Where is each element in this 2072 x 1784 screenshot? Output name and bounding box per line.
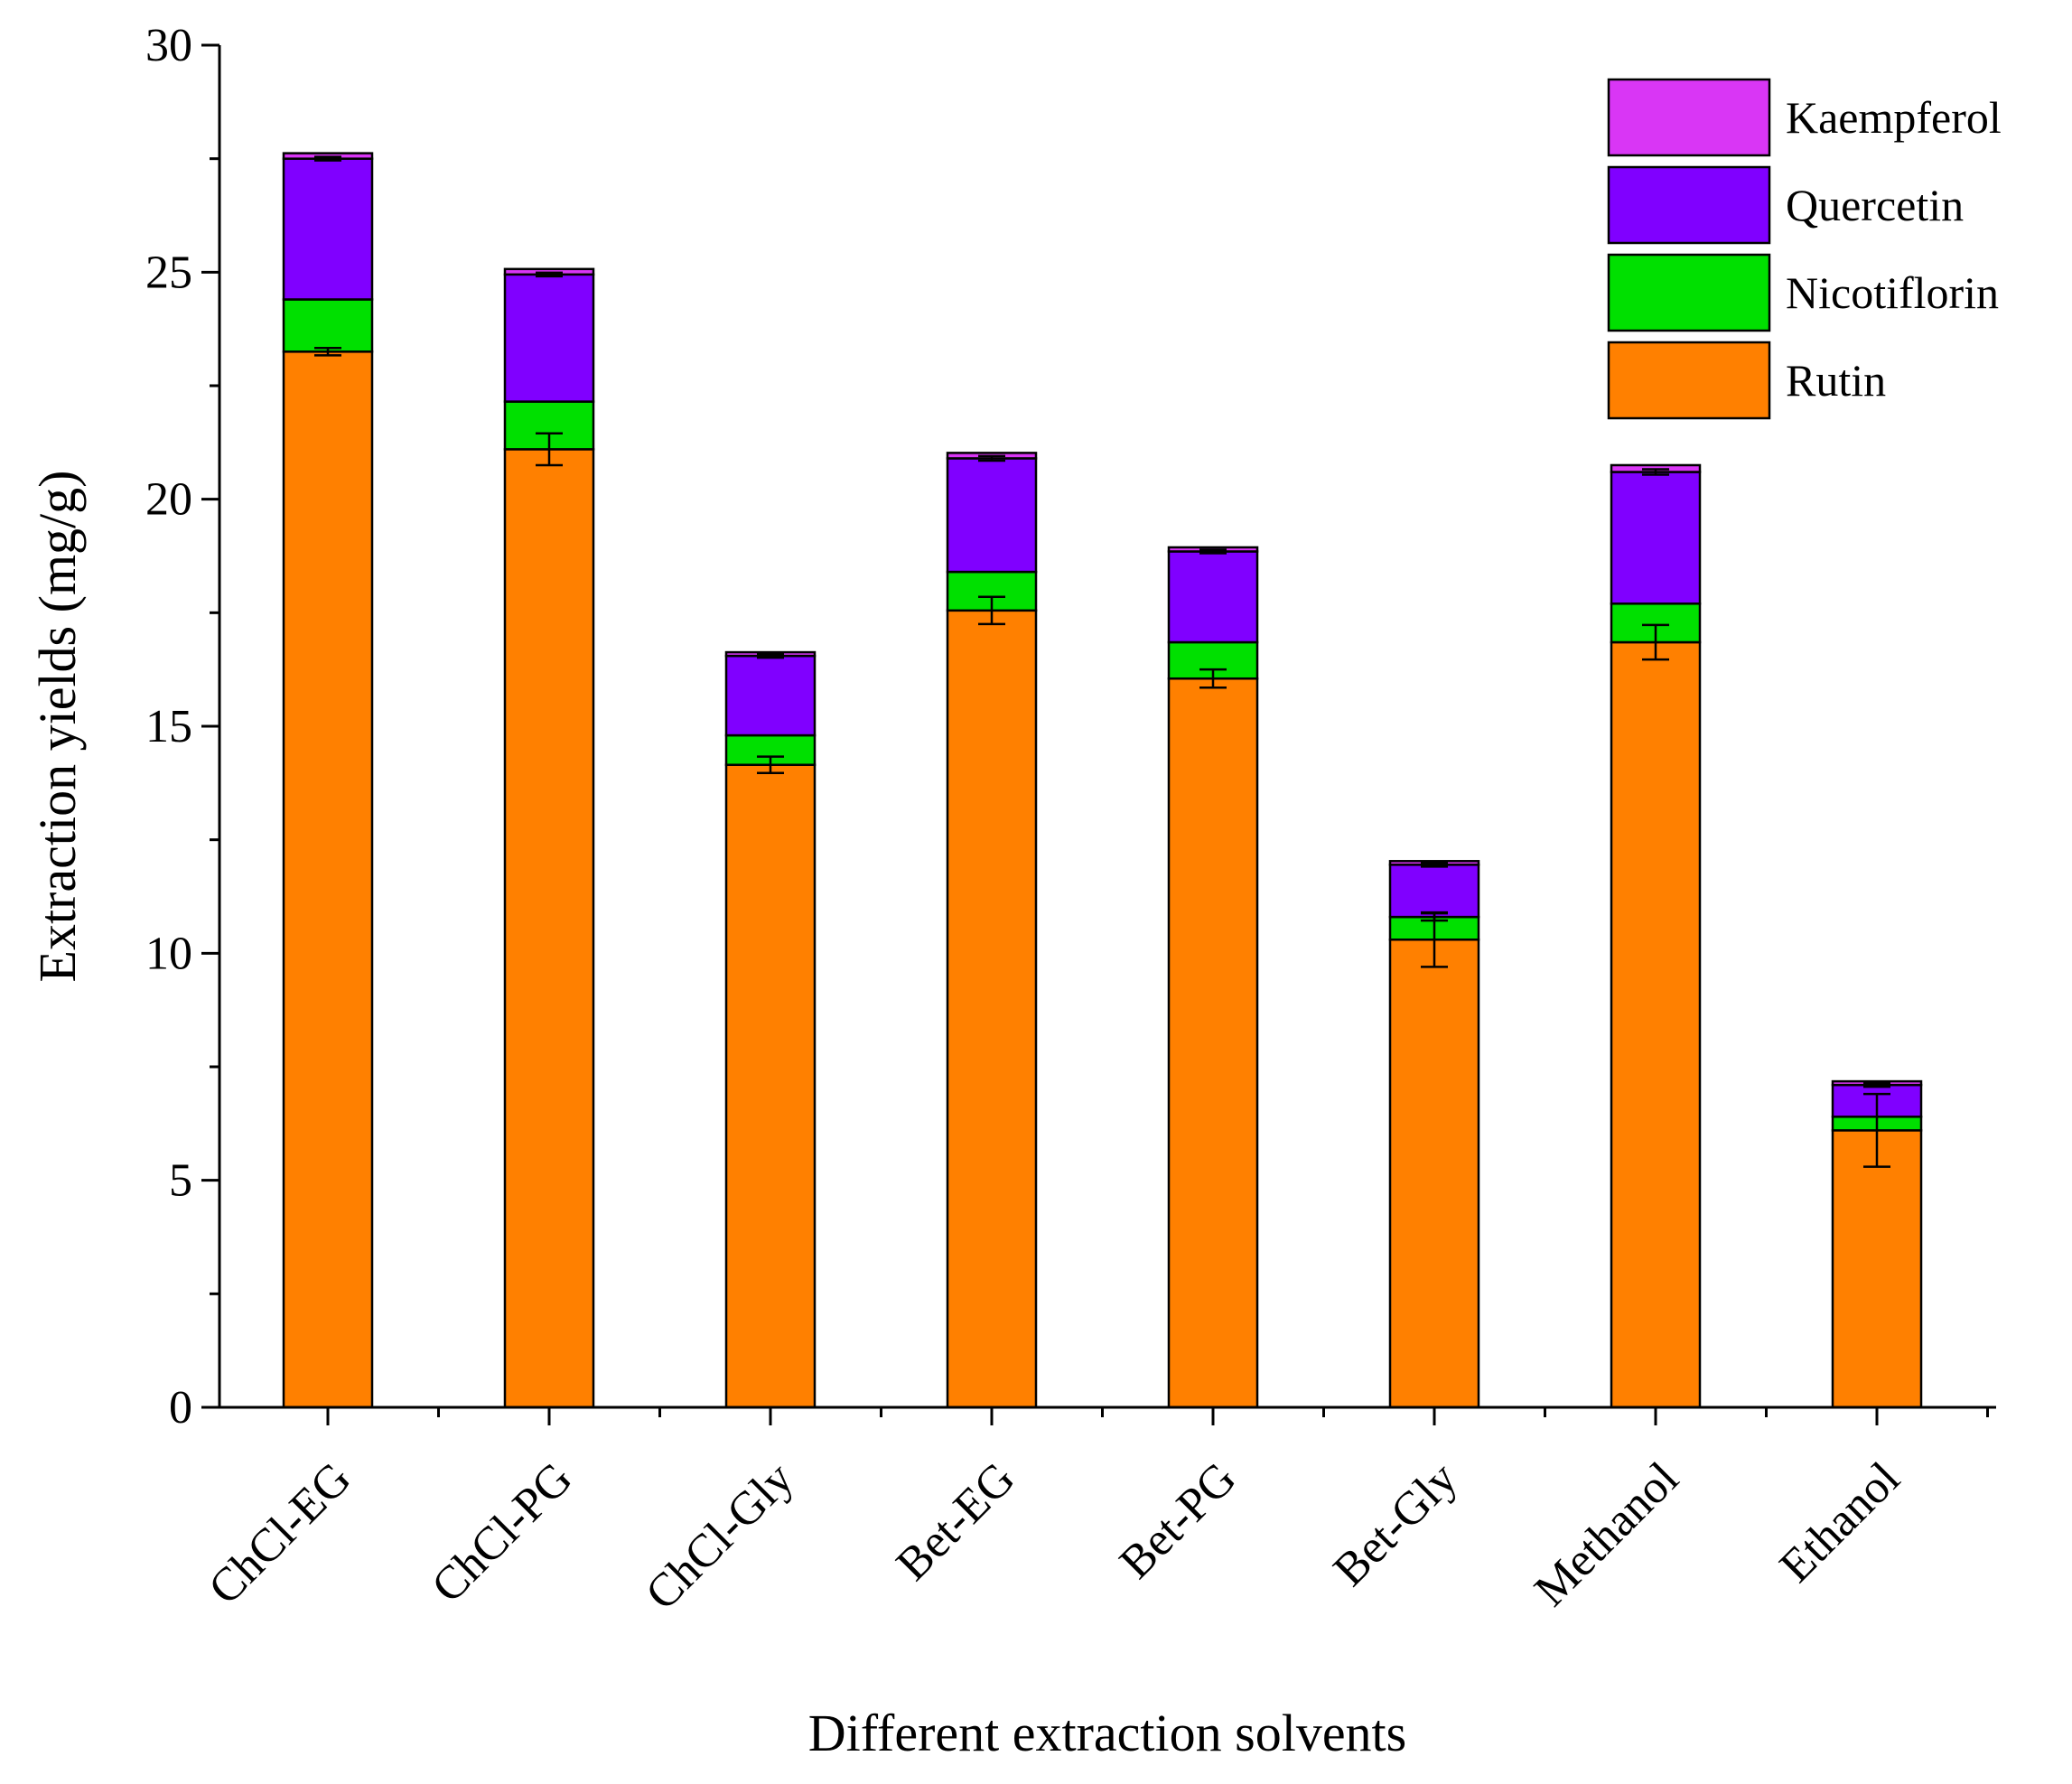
legend-item-nicotiflorin: Nicotiflorin [1607,253,1999,332]
error-bar-bet-gly-quercetin [1421,862,1448,868]
error-bar-bet-gly-nicotiflorin [1421,911,1448,922]
y-tick-label-5: 5 [169,1155,192,1207]
bar-chcl-eg-rutin [282,350,374,1409]
y-tick-label-10: 10 [145,928,192,979]
error-bar-chcl-gly-quercetin [757,652,784,659]
bar-chcl-gly-quercetin [724,654,817,737]
x-tick-label-chcl-gly: ChCl-Gly [636,1452,803,1620]
x-tick-label-bet-pg: Bet-PG [1110,1452,1246,1589]
error-bar-methanol-quercetin [1642,468,1669,476]
bar-chcl-eg-quercetin [282,157,374,301]
y-tick-label-25: 25 [145,247,192,298]
bar-bet-gly-quercetin [1388,864,1480,919]
legend-label-kaempferol: Kaempferol [1786,92,2002,143]
error-bar-chcl-pg-rutin [536,432,563,467]
bar-bet-gly-rutin [1388,939,1480,1409]
error-bar-bet-eg-quercetin [978,454,1005,462]
error-bar-chcl-eg-quercetin [314,155,341,162]
error-bar-chcl-pg-quercetin [536,271,563,278]
legend-label-quercetin: Quercetin [1786,180,1964,230]
y-tick-label-30: 30 [145,20,192,71]
error-bar-bet-pg-quercetin [1199,548,1227,555]
error-bar-chcl-gly-rutin [757,755,784,775]
legend-swatch-nicotiflorin [1607,253,1771,332]
bar-bet-pg-rutin [1167,677,1259,1409]
x-tick-label-bet-eg: Bet-EG [887,1452,1025,1591]
bar-chcl-pg-quercetin [503,273,595,403]
legend-label-nicotiflorin: Nicotiflorin [1786,267,1999,318]
y-tick-label-0: 0 [169,1382,192,1434]
bar-bet-eg-quercetin [946,457,1038,574]
bar-bet-eg-rutin [946,609,1038,1409]
error-bar-chcl-eg-rutin [314,347,341,357]
bar-chcl-eg-nicotiflorin [282,298,374,353]
error-bar-ethanol-quercetin [1863,1081,1890,1088]
plot-area [282,152,1923,1409]
x-axis-title: Different extraction solvents [808,1704,1407,1762]
x-tick-label-methanol: Methanol [1525,1452,1688,1616]
legend: Kaempferol Quercetin Nicotiflorin Rutin [1607,78,2002,420]
legend-swatch-quercetin [1607,165,1771,245]
legend-item-rutin: Rutin [1607,341,1886,420]
error-bar-bet-pg-rutin [1199,668,1227,689]
bar-methanol-quercetin [1610,471,1702,605]
x-tick-label-chcl-pg: ChCl-PG [422,1452,582,1612]
y-axis-title: Extraction yields (mg/g) [28,471,87,983]
legend-item-quercetin: Quercetin [1607,165,1964,245]
bar-methanol-rutin [1610,640,1702,1409]
x-tick-label-chcl-eg: ChCl-EG [199,1452,360,1614]
x-tick-label-ethanol: Ethanol [1770,1452,1910,1593]
bar-chcl-pg-rutin [503,448,595,1409]
bar-chcl-gly-rutin [724,763,817,1409]
error-bar-methanol-rutin [1642,623,1669,661]
legend-item-kaempferol: Kaempferol [1607,78,2002,157]
y-tick-label-15: 15 [145,701,192,752]
error-bar-ethanol-rutin [1863,1092,1890,1168]
error-bar-bet-eg-rutin [978,595,1005,626]
legend-swatch-kaempferol [1607,78,1771,157]
legend-swatch-rutin [1607,341,1771,420]
legend-label-rutin: Rutin [1786,355,1886,406]
x-tick-label-bet-gly: Bet-Gly [1324,1452,1468,1596]
bar-ethanol-rutin [1831,1129,1923,1409]
y-tick-label-20: 20 [145,474,192,526]
bar-bet-pg-quercetin [1167,550,1259,644]
